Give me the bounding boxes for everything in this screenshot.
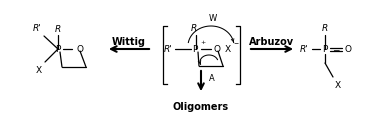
Text: P: P	[55, 45, 61, 54]
Text: −: −	[233, 40, 238, 45]
Text: R': R'	[300, 45, 309, 54]
Text: R: R	[191, 24, 197, 33]
Text: O: O	[214, 45, 221, 54]
Text: X: X	[36, 65, 42, 74]
Text: R': R'	[32, 24, 41, 33]
Text: Wittig: Wittig	[112, 37, 146, 47]
Text: R: R	[322, 24, 328, 33]
Text: R: R	[55, 25, 61, 34]
Text: +: +	[200, 40, 205, 45]
Text: Oligomers: Oligomers	[173, 101, 229, 111]
Text: X: X	[335, 80, 341, 89]
Text: X: X	[225, 45, 231, 54]
Text: O: O	[345, 45, 352, 54]
Text: P: P	[192, 45, 198, 54]
Text: O: O	[76, 45, 83, 54]
Text: =: =	[332, 45, 340, 54]
Text: Arbuzov: Arbuzov	[249, 37, 294, 47]
Text: A: A	[209, 73, 215, 82]
Text: P: P	[322, 45, 328, 54]
Text: R': R'	[164, 45, 173, 54]
Text: W: W	[209, 14, 217, 23]
